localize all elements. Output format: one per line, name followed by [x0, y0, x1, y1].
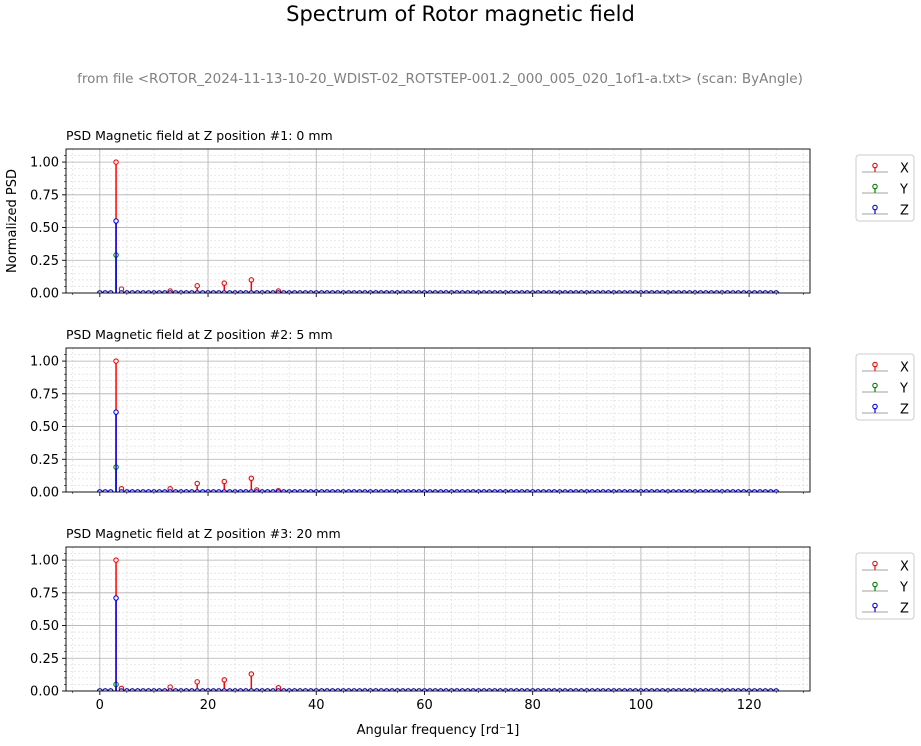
y-tick-label: 0.50: [30, 619, 59, 634]
legend-marker: [872, 403, 878, 410]
y-tick-label: 0.50: [30, 221, 59, 236]
legend-label-y: Y: [899, 183, 908, 198]
x-tick-label: 20: [200, 698, 217, 713]
subplot-3: 0.00 0.25 0.50 0.75 1.00 0 20 40 60 80 100 120 PSD M…: [30, 526, 915, 738]
x-tick-label: 0: [96, 698, 104, 713]
figure-title: Spectrum of Rotor magnetic field: [286, 2, 635, 26]
series-z: [97, 409, 779, 492]
y-tick-label: 1.00: [30, 355, 59, 370]
y-tick-label: 0.00: [30, 486, 59, 501]
legend-marker: [872, 560, 878, 567]
marker-x: [194, 283, 200, 289]
marker-z: [113, 409, 119, 415]
figure-subtitle: from file <ROTOR_2024-11-13-10-20_WDIST-…: [77, 71, 803, 87]
marker-x: [248, 277, 255, 283]
subplot-1: 0.00 0.25 0.50 0.75 1.00 PSD Magnetic field a…: [5, 128, 915, 302]
minor-grid: [66, 149, 810, 293]
legend-label-z: Z: [900, 204, 909, 219]
series-y: [97, 252, 779, 293]
legend[interactable]: XYZ: [855, 552, 915, 620]
legend-label-z: Z: [900, 403, 909, 418]
x-tick-label: 100: [628, 698, 653, 713]
y-tick-label: 0.25: [30, 652, 59, 667]
series-y: [97, 681, 779, 691]
subplot-title: PSD Magnetic field at Z position #1: 0 m…: [66, 128, 333, 143]
legend-label-x: X: [900, 361, 909, 376]
minor-grid: [66, 348, 810, 492]
legend-marker: [872, 162, 878, 169]
legend-label-x: X: [900, 162, 909, 177]
subplot-title: PSD Magnetic field at Z position #3: 20 …: [66, 526, 341, 541]
y-tick-label: 0.00: [30, 685, 59, 700]
marker-x: [248, 671, 255, 677]
legend[interactable]: XYZ: [855, 353, 915, 421]
y-tick-label: 0.50: [30, 420, 59, 435]
series-y: [97, 464, 779, 492]
series-z: [97, 218, 779, 293]
y-tick-label: 0.75: [30, 188, 59, 203]
x-tick-label: 120: [737, 698, 762, 713]
x-tick-label: 80: [524, 698, 541, 713]
marker-x: [113, 159, 119, 165]
legend-box: [855, 353, 915, 421]
legend-label-y: Y: [899, 382, 908, 397]
marker-x: [194, 480, 200, 487]
legend-label-x: X: [900, 560, 909, 575]
legend-label-y: Y: [899, 581, 908, 596]
legend-box: [855, 552, 915, 620]
legend-marker: [872, 382, 878, 389]
legend-marker: [872, 183, 878, 190]
legend-marker: [872, 204, 878, 211]
legend-marker: [872, 361, 878, 368]
subplot-2: 0.00 0.25 0.50 0.75 1.00 PSD Magnetic field a…: [30, 327, 915, 501]
marker-z: [113, 218, 119, 224]
marker-z: [113, 595, 119, 601]
marker-x: [221, 478, 228, 485]
legend-marker: [872, 581, 878, 588]
legend-label-z: Z: [900, 602, 909, 617]
series-z: [97, 595, 779, 691]
x-tick-label: 40: [308, 698, 325, 713]
minor-grid: [66, 547, 810, 691]
subplot-title: PSD Magnetic field at Z position #2: 5 m…: [66, 327, 333, 342]
marker-x: [221, 677, 228, 683]
y-tick-label: 0.75: [30, 586, 59, 601]
y-tick-label: 0.25: [30, 453, 59, 468]
marker-x: [194, 679, 200, 685]
y-tick-label: 0.75: [30, 387, 59, 402]
x-axis-label: Angular frequency [rd⁻1]: [357, 723, 520, 738]
marker-x: [248, 475, 255, 482]
y-axis-label: Normalized PSD: [5, 169, 20, 273]
marker-x: [113, 557, 119, 563]
legend-box: [855, 154, 915, 222]
x-tick-label: 60: [416, 698, 433, 713]
legend[interactable]: XYZ: [855, 154, 915, 222]
marker-x: [221, 280, 228, 286]
y-tick-label: 1.00: [30, 554, 59, 569]
marker-x: [113, 358, 119, 364]
legend-marker: [872, 602, 878, 609]
y-tick-label: 1.00: [30, 156, 59, 171]
y-tick-label: 0.00: [30, 287, 59, 302]
y-tick-label: 0.25: [30, 254, 59, 269]
